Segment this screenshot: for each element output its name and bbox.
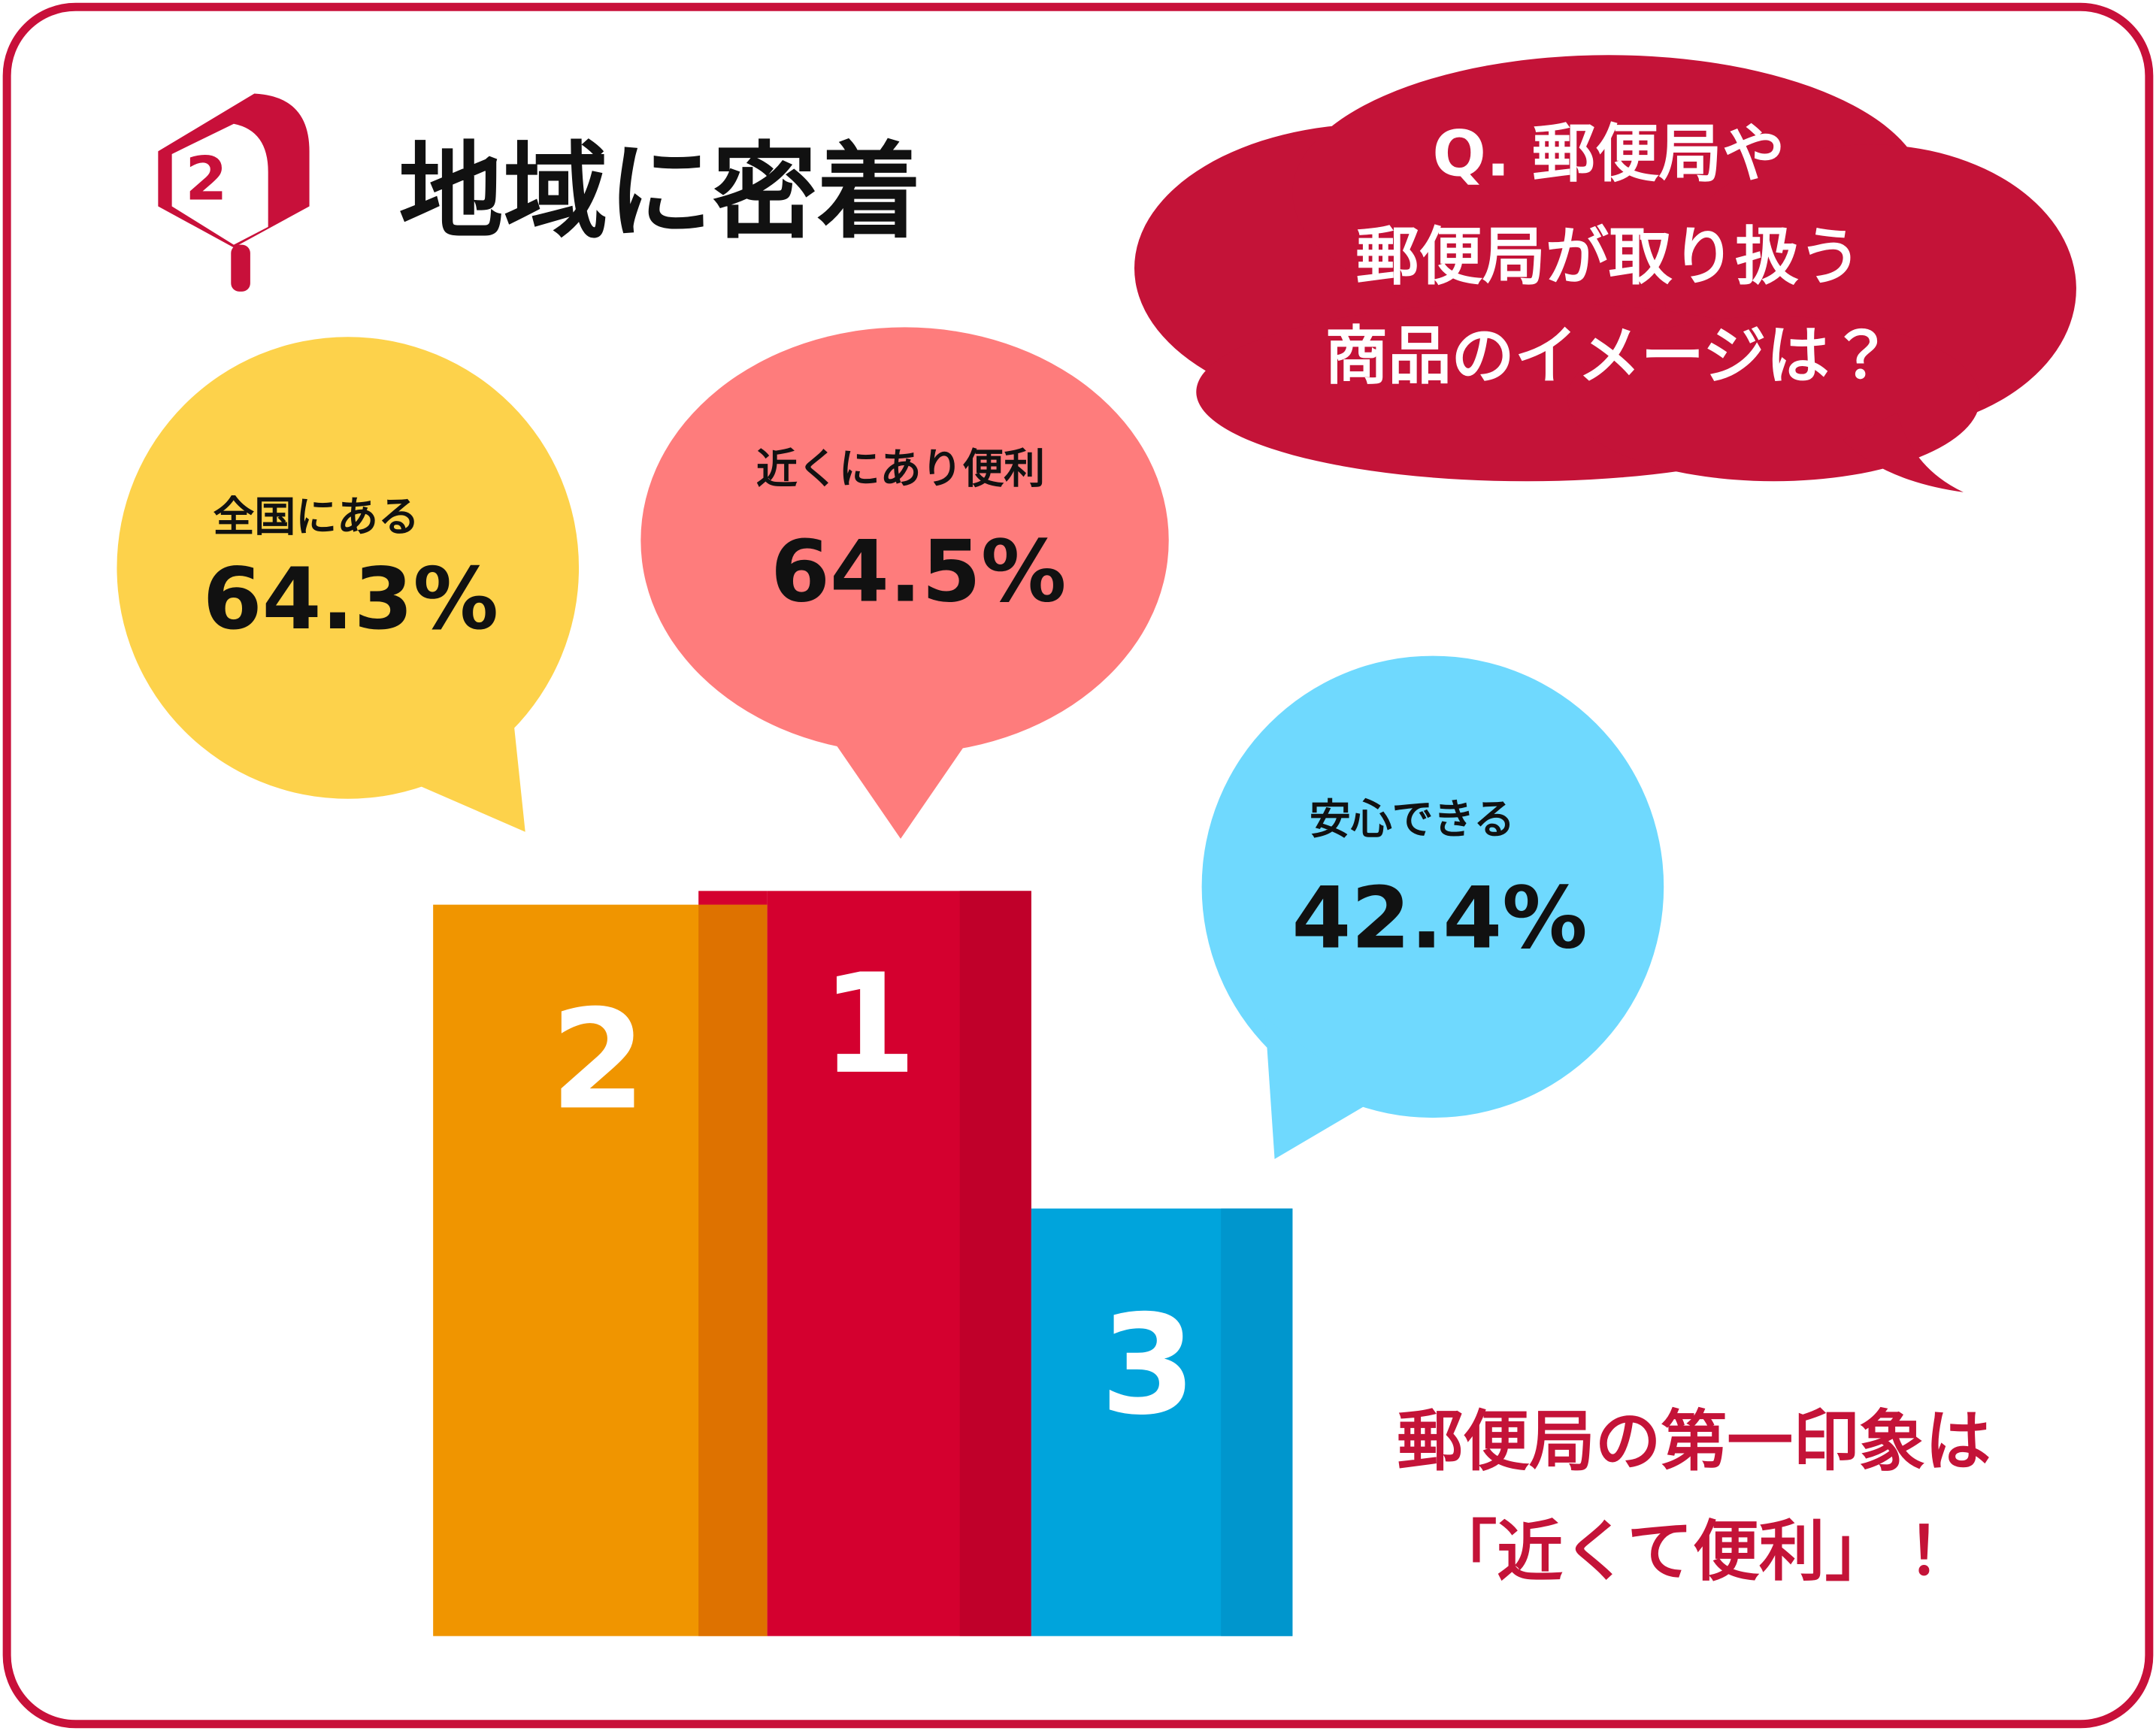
podium-shade <box>698 904 768 1636</box>
bubble <box>640 327 1169 839</box>
podium-shade <box>959 891 1031 1636</box>
item-label: 安心できる <box>1310 795 1515 843</box>
question-line: Q. 郵便局や <box>1432 117 1785 190</box>
podium-shade <box>1221 1208 1293 1636</box>
rank: 3 <box>1101 1285 1196 1445</box>
item-label: 全国にある <box>213 493 419 541</box>
title: 地域に密着 <box>398 131 921 253</box>
bubble <box>117 337 580 832</box>
item-value: 64.3% <box>203 549 498 649</box>
rank: 1 <box>821 945 916 1105</box>
item-value: 42.4% <box>1291 868 1587 967</box>
rank: 2 <box>550 980 646 1140</box>
question-line: 郵便局が取り扱う <box>1356 220 1862 294</box>
badge-number: 2 <box>185 143 227 213</box>
podium-edge <box>698 891 768 905</box>
conclusion: 「近くて便利」！ <box>1431 1514 1958 1590</box>
question-line: 商品のイメージは？ <box>1325 319 1892 392</box>
mailbox-icon: 2 <box>158 93 310 292</box>
item-label: 近くにあり便利 <box>756 445 1045 493</box>
question-cloud <box>1134 55 2076 492</box>
item-value: 64.5% <box>771 522 1066 622</box>
conclusion: 郵便局の第一印象は <box>1397 1403 1991 1480</box>
bubble <box>1201 655 1664 1160</box>
